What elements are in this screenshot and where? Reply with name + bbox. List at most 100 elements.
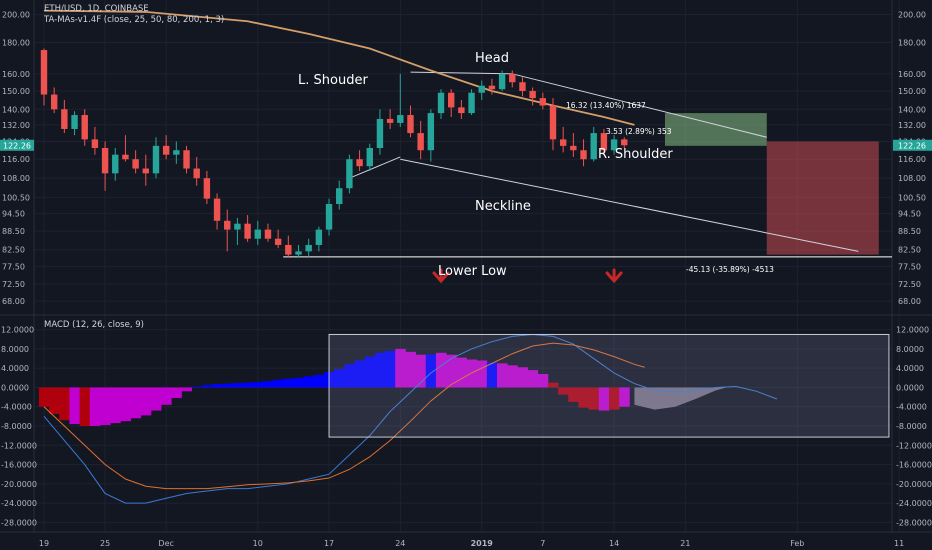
candle-body	[40, 50, 48, 95]
macd-histogram-bar	[425, 354, 437, 388]
candle-body	[264, 229, 272, 239]
candle-body	[81, 115, 88, 140]
macd-tick-label: -8.0000	[896, 422, 927, 431]
macd-tick-label: 4.0000	[1, 364, 29, 373]
macd-pane: 12.0000 8.0000 4.0000 0.0000 -4.0000 -8.0000 -…	[1, 320, 932, 527]
candle-body	[559, 139, 567, 146]
macd-tick-label: -24.0000	[896, 499, 932, 508]
left-shoulder-trendline	[349, 156, 401, 179]
price-tick-label: 94.50	[2, 210, 25, 219]
time-tick-label: 25	[100, 539, 110, 548]
macd-tick-label: 0.0000	[1, 383, 29, 392]
macd-histogram-bar	[283, 378, 294, 388]
candle-body	[600, 133, 608, 151]
indicator-title: TA-MAs-v1.4F (close, 25, 50, 80, 200, 1,…	[43, 15, 224, 25]
price-tick-label: 160.00	[898, 70, 926, 79]
candle-body	[193, 168, 200, 179]
macd-tick-label: -4.0000	[1, 403, 32, 412]
candle-body	[101, 148, 109, 174]
macd-tick-label: -20.0000	[1, 480, 37, 489]
macd-histogram-bar	[273, 379, 284, 388]
annotation-neckline: Neckline	[475, 199, 531, 214]
macd-histogram-bar	[99, 387, 111, 426]
time-tick-label: Dec	[158, 539, 173, 548]
macd-histogram-bar	[69, 387, 81, 425]
time-tick-label: 10	[253, 539, 263, 548]
annotation-right-shoulder: R. Shoulder	[598, 147, 673, 162]
candle-body	[376, 118, 384, 149]
price-label-right: 122.26	[893, 139, 932, 151]
time-tick-label: 19	[39, 539, 49, 548]
price-tick-label: 82.50	[898, 246, 921, 255]
chart-grid	[34, 0, 900, 532]
macd-tick-label: -16.0000	[896, 461, 932, 470]
macd-histogram-bar	[313, 374, 325, 388]
macd-histogram-bar	[578, 387, 590, 408]
price-tick-label: 100.50	[898, 193, 926, 202]
macd-histogram-bar	[537, 373, 549, 388]
macd-histogram-bar	[120, 387, 131, 422]
candle-body	[417, 133, 424, 151]
candle-body	[295, 251, 302, 255]
macd-tick-label: -12.0000	[896, 441, 932, 450]
macd-histogram-bar	[38, 387, 50, 407]
candle-body	[366, 148, 373, 167]
macd-tick-label: 4.0000	[896, 364, 924, 373]
price-tick-label: 68.00	[898, 297, 921, 306]
symbol-title: ETH/USD, 1D, COINBASE	[44, 4, 149, 14]
down-arrow-icon	[432, 268, 450, 284]
macd-histogram-bar	[140, 387, 152, 416]
price-tick-label: 77.50	[2, 262, 25, 271]
candle-body	[610, 139, 618, 151]
measure-label-upper: 16.32 (13.40%) 1637	[566, 101, 646, 110]
measure-label-target: -45.13 (-35.89%) -4513	[686, 265, 774, 274]
candle-body	[71, 115, 78, 129]
macd-histogram-bar	[527, 370, 539, 388]
macd-tick-label: -28.0000	[896, 518, 932, 527]
candle-body	[132, 159, 139, 169]
price-tick-label: 100.50	[2, 193, 30, 202]
macd-histogram-bar	[608, 387, 620, 410]
macd-histogram-bar	[385, 350, 396, 388]
lower-low-arrows	[432, 268, 623, 284]
macd-histogram-bar	[242, 382, 254, 388]
macd-title: MACD (12, 26, close, 9)	[44, 320, 144, 330]
macd-histogram-bar	[435, 352, 447, 388]
macd-tick-label: 0.0000	[896, 383, 924, 392]
candle-body	[325, 204, 333, 230]
macd-histogram-bar	[181, 387, 193, 392]
candle-body	[590, 133, 597, 160]
time-tick-label: 11	[894, 539, 904, 548]
candle-body	[50, 94, 58, 110]
macd-histogram-bar	[59, 387, 70, 421]
macd-tick-label: -8.0000	[1, 422, 32, 431]
macd-histogram-bar	[334, 369, 345, 388]
candle-body	[448, 92, 455, 108]
macd-tick-label: 8.0000	[896, 345, 924, 354]
candle-body	[458, 107, 465, 114]
signal-line	[43, 342, 645, 490]
candle-body	[254, 229, 261, 239]
macd-histogram-bar	[130, 387, 142, 419]
time-tick-label: 2019	[471, 539, 494, 548]
macd-histogram-bar	[395, 348, 406, 388]
annotation-head: Head	[475, 51, 509, 66]
price-tick-label: 108.00	[898, 174, 926, 183]
macd-histogram-bar	[211, 384, 223, 388]
macd-axis-right: 12.0000 8.0000 4.0000 0.0000 -4.0000 -8.0000 -…	[896, 326, 932, 528]
price-tick-label: 77.50	[898, 262, 921, 271]
candle-body	[356, 159, 363, 167]
price-tick-label: 116.00	[898, 155, 926, 164]
candlestick-series	[40, 48, 628, 258]
macd-histogram-bar	[110, 387, 121, 424]
macd-histogram-bar	[558, 387, 569, 395]
candle-body	[519, 82, 526, 91]
candle-body	[509, 73, 516, 83]
price-tick-label: 132.00	[2, 121, 30, 130]
candle-body	[427, 113, 435, 151]
price-tick-label: 140.00	[898, 105, 926, 114]
macd-tick-label: -20.0000	[896, 480, 932, 489]
time-axis: 19 25 Dec 10 17 24 2019 7 14 21 Feb 11	[39, 539, 904, 548]
measure-tool-box	[664, 113, 767, 146]
